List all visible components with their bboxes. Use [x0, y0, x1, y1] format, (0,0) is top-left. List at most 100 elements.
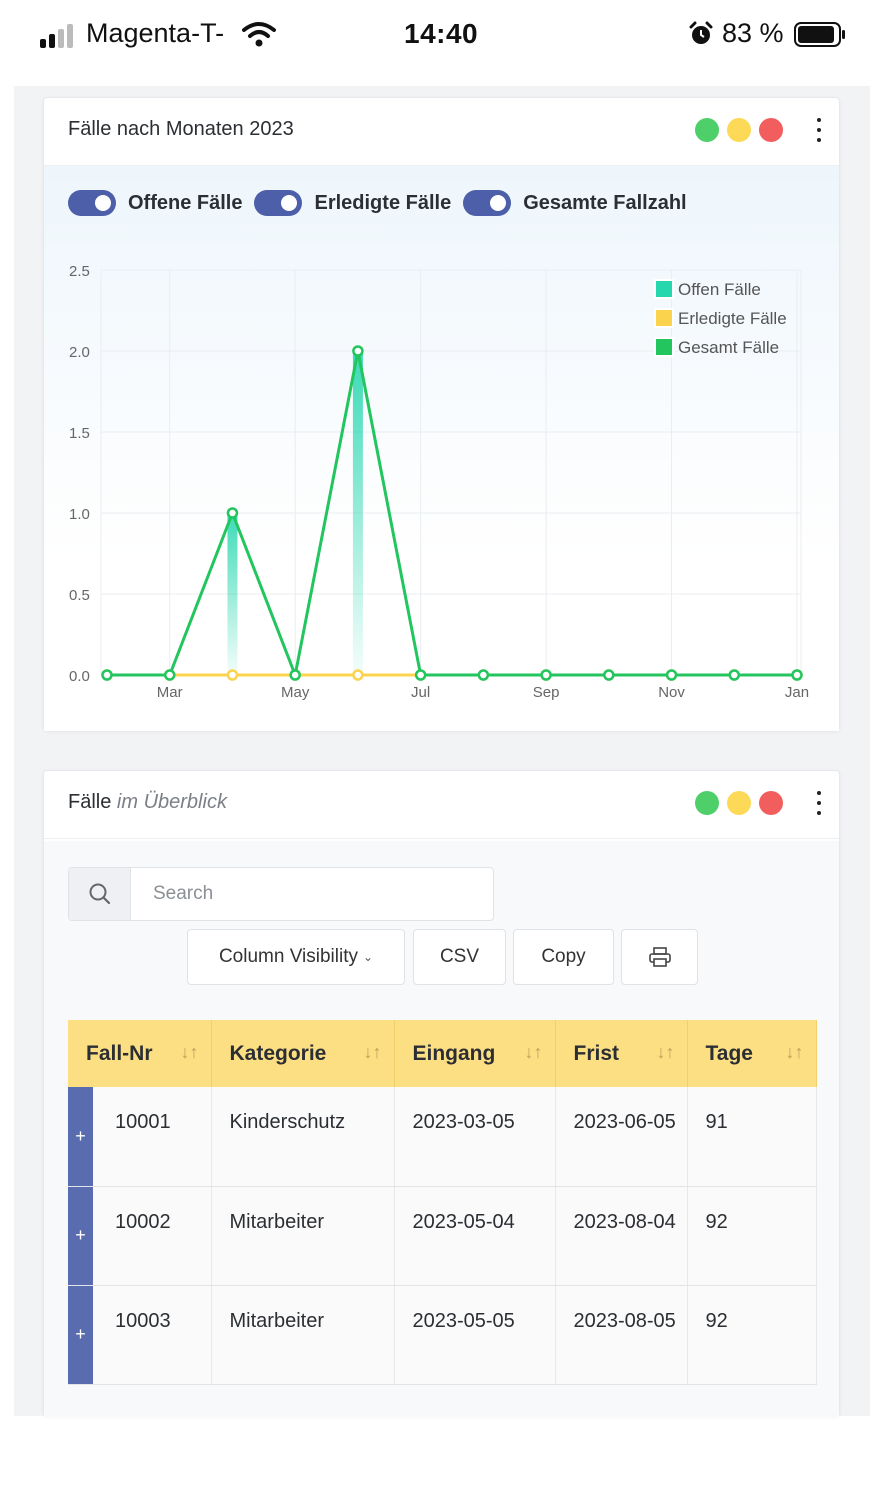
cell-frist: 2023-06-05	[555, 1087, 688, 1187]
red-dot-button[interactable]	[759, 118, 783, 142]
column-header-fall-nr[interactable]: Fall-Nr ↓↑	[68, 1020, 212, 1087]
sort-icon[interactable]: ↓↑	[363, 1042, 382, 1062]
carrier-name: Magenta-T-	[86, 18, 225, 48]
more-options-icon[interactable]	[815, 118, 823, 144]
table-card-title: Fälle im Überblick	[68, 791, 227, 814]
line-chart: 2.5 2.0 1.5 1.0 0.5 0.0 Mar May Jul Sep Nov Jan Offe…	[69, 263, 809, 701]
expand-row-button[interactable]: +	[68, 1087, 93, 1186]
column-visibility-button[interactable]: Column Visibility ⌄	[187, 929, 405, 985]
column-header-kategorie[interactable]: Kategorie ↓↑	[211, 1020, 395, 1087]
copy-button[interactable]: Copy	[513, 929, 614, 985]
window-dots	[695, 791, 783, 815]
sort-icon[interactable]: ↓↑	[180, 1042, 199, 1062]
legend-label: Offen Fälle	[678, 280, 761, 299]
csv-label: CSV	[439, 946, 480, 967]
fall-nr-value: 10003	[115, 1309, 171, 1332]
search-icon	[69, 868, 131, 920]
toggle-switch[interactable]	[254, 190, 303, 216]
column-header-label: Fall-Nr	[86, 1041, 153, 1065]
point-gesamt	[540, 669, 552, 681]
cell-eingang: 2023-03-05	[394, 1087, 556, 1187]
cell-fall-nr: +10002	[68, 1186, 212, 1286]
column-header-eingang[interactable]: Eingang ↓↑	[394, 1020, 556, 1087]
alarm-icon	[689, 21, 713, 44]
column-header-label: Frist	[573, 1041, 620, 1065]
csv-button[interactable]: CSV	[413, 929, 506, 985]
table-row[interactable]: +10002 Mitarbeiter 2023-05-04 2023-08-04…	[68, 1186, 817, 1286]
cell-eingang: 2023-05-05	[394, 1285, 556, 1385]
x-tick-label: Jul	[411, 684, 430, 701]
cell-frist: 2023-08-05	[555, 1285, 688, 1385]
sort-icon[interactable]: ↓↑	[524, 1042, 543, 1062]
table-row[interactable]: +10001 Kinderschutz 2023-03-05 2023-06-0…	[68, 1087, 817, 1187]
green-dot-button[interactable]	[695, 118, 719, 142]
point-gesamt	[728, 669, 741, 681]
cell-tage: 91	[687, 1087, 817, 1187]
toggle-label: Erledigte Fälle	[314, 191, 452, 214]
toggle-erledigte-faelle[interactable]: Erledigte Fälle	[254, 190, 451, 216]
table-body: Column Visibility ⌄ CSV Copy Fall-Nr ↓↑ K…	[44, 841, 839, 1417]
expand-row-button[interactable]: +	[68, 1285, 93, 1384]
cell-eingang: 2023-05-04	[394, 1186, 556, 1286]
battery-icon	[794, 22, 845, 47]
chevron-down-icon: ⌄	[362, 950, 374, 964]
point-gesamt	[226, 507, 239, 519]
column-header-frist[interactable]: Frist ↓↑	[555, 1020, 688, 1087]
cell-kategorie: Mitarbeiter	[211, 1285, 395, 1385]
cell-tage: 92	[687, 1186, 817, 1286]
print-button[interactable]	[621, 929, 698, 985]
cell-fall-nr: +10003	[68, 1285, 212, 1385]
sort-icon[interactable]: ↓↑	[785, 1042, 804, 1062]
y-tick-label: 2.5	[69, 263, 90, 280]
column-header-label: Tage	[705, 1041, 753, 1065]
red-dot-button[interactable]	[759, 791, 783, 815]
x-tick-label: Mar	[157, 684, 183, 701]
table-row[interactable]: +10003 Mitarbeiter 2023-05-05 2023-08-05…	[68, 1285, 817, 1385]
cases-table: Fall-Nr ↓↑ Kategorie ↓↑ Eingang ↓↑ Frist ↓↑ …	[68, 1020, 817, 1385]
toggle-offene-faelle[interactable]: Offene Fälle	[68, 190, 242, 216]
battery-percentage: 83 %	[722, 18, 784, 48]
expand-row-button[interactable]: +	[68, 1186, 93, 1285]
more-options-icon[interactable]	[815, 791, 823, 817]
point-gesamt	[163, 669, 176, 681]
copy-label: Copy	[541, 946, 586, 967]
cell-frist: 2023-08-04	[555, 1186, 688, 1286]
column-header-label: Kategorie	[229, 1041, 327, 1065]
toggle-gesamte-fallzahl[interactable]: Gesamte Fallzahl	[463, 190, 687, 216]
toggle-switch[interactable]	[463, 190, 512, 216]
legend-label: Erledigte Fälle	[678, 309, 787, 328]
fall-nr-value: 10002	[115, 1210, 171, 1233]
point-erledigte	[226, 669, 239, 681]
toggle-label: Gesamte Fallzahl	[523, 191, 687, 214]
clock: 14:40	[404, 18, 479, 49]
chart-body: Offene Fälle Erledigte Fälle Gesamte Fal…	[44, 166, 839, 731]
point-gesamt	[352, 345, 364, 357]
chart-card-header: Fälle nach Monaten 2023	[44, 98, 839, 166]
green-dot-button[interactable]	[695, 791, 719, 815]
column-visibility-label: Column Visibility	[218, 946, 358, 967]
yellow-dot-button[interactable]	[727, 118, 751, 142]
cell-kategorie: Mitarbeiter	[211, 1186, 395, 1286]
toggle-label: Offene Fälle	[128, 191, 243, 214]
search-box	[68, 867, 494, 921]
point-gesamt	[665, 669, 678, 681]
yellow-dot-button[interactable]	[727, 791, 751, 815]
column-header-label: Eingang	[412, 1041, 496, 1065]
bar-offen-faelle	[352, 351, 363, 675]
print-icon	[648, 947, 671, 967]
chart-card: Fälle nach Monaten 2023 Offene Fälle Erl…	[43, 97, 840, 731]
bar-offen-faelle	[227, 513, 238, 675]
table-title-main: Fälle	[68, 791, 112, 813]
search-input[interactable]	[131, 868, 493, 920]
wifi-icon	[242, 22, 276, 47]
status-bar: Magenta-T- 14:40 83 %	[0, 0, 884, 80]
chart-card-title: Fälle nach Monaten 2023	[68, 118, 294, 140]
y-tick-label: 1.0	[69, 506, 90, 523]
y-tick-label: 1.5	[69, 425, 90, 442]
column-header-tage[interactable]: Tage ↓↑	[687, 1020, 817, 1087]
sort-icon[interactable]: ↓↑	[656, 1042, 675, 1062]
x-tick-label: Nov	[658, 684, 685, 701]
y-tick-label: 2.0	[69, 344, 90, 361]
cell-tage: 92	[687, 1285, 817, 1385]
toggle-switch[interactable]	[68, 190, 116, 216]
